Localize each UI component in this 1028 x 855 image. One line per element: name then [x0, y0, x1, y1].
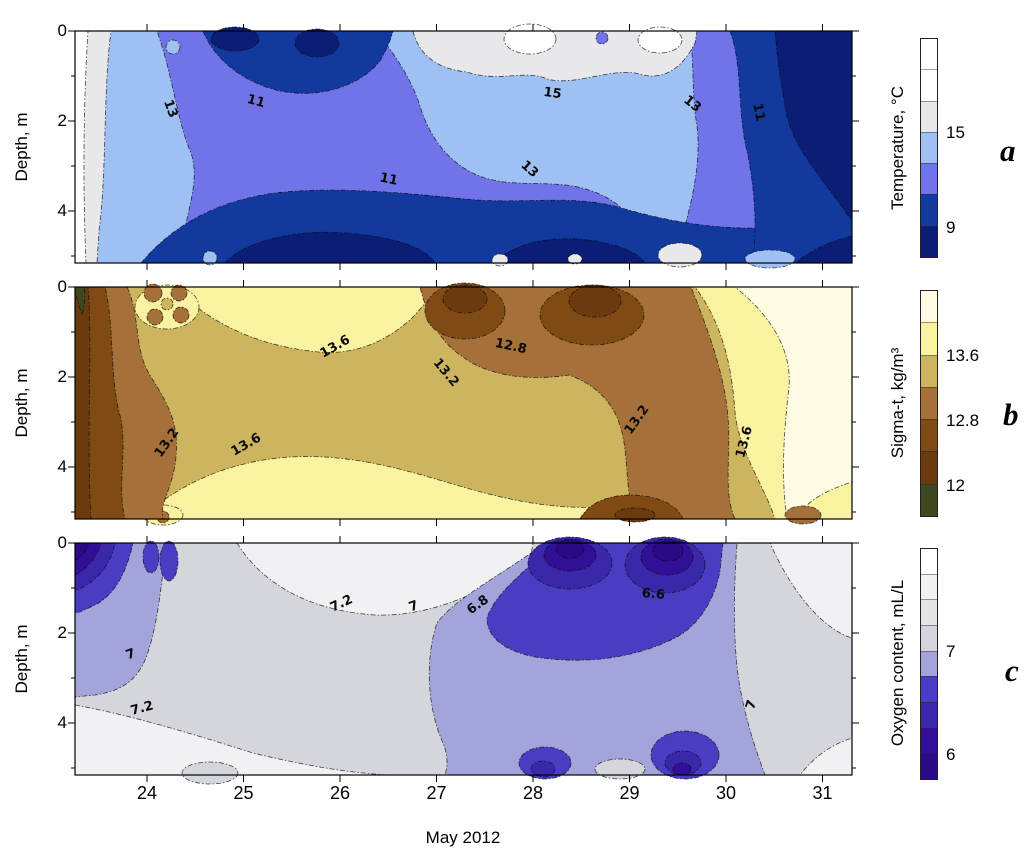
colorbar-tick-label: 7 — [946, 642, 956, 662]
contour-label: 13 — [160, 98, 180, 120]
contour-label: 15 — [542, 85, 562, 102]
y-tick-label: 4 — [57, 457, 67, 476]
x-tick-label: 25 — [233, 783, 254, 803]
x-tick-label: 30 — [715, 783, 737, 803]
y-tick-label: 2 — [57, 367, 67, 386]
colorbar-segment — [921, 573, 937, 600]
colorbar-title-oxygen: Oxygen content, mL/L — [888, 579, 907, 747]
contour-label: 7.2 — [129, 698, 155, 718]
x-tick-label: 27 — [426, 783, 447, 803]
x-tick-label: 26 — [329, 783, 351, 803]
colorbar-title-temperature: Temperature, °C — [888, 86, 907, 210]
colorbar-segment — [921, 727, 937, 754]
panel-letter-c: c — [1005, 653, 1019, 688]
colorbar-segment — [921, 100, 937, 132]
panel-b-sigmat-plot: 13.6 12.813.213.2 13.613.213.6 — [68, 280, 859, 526]
y-axis-title-c: Depth, m — [12, 624, 31, 694]
contour-label: 11 — [245, 92, 266, 111]
colorbar-segment — [921, 650, 937, 677]
contour-label: 11 — [749, 102, 767, 123]
colorbar-tick-label: 6 — [946, 745, 956, 765]
y-tick-label: 2 — [57, 623, 67, 642]
colorbar-b — [920, 290, 938, 517]
colorbar-segment — [921, 291, 937, 323]
colorbar-tick-label: 15 — [946, 123, 965, 143]
panel-a-frame — [74, 30, 853, 264]
x-tick-label: 31 — [812, 783, 833, 803]
panel-c-oxygen-plot: 7.2 7 6.8 6.677.2 7 — [68, 536, 859, 785]
colorbar-segment — [921, 322, 937, 355]
colorbar-segment — [921, 163, 937, 195]
colorbar-segment — [921, 676, 937, 703]
panel-a-ticks — [68, 24, 859, 270]
colorbar-segment — [921, 131, 937, 164]
y-tick-label: 2 — [57, 111, 67, 130]
panel-b-frame — [74, 286, 853, 520]
colorbar-tick-label: 9 — [946, 217, 956, 237]
colorbar-tick-label: 13.6 — [946, 345, 980, 365]
colorbar-segment — [921, 549, 937, 574]
colorbar-tick-label: 12.8 — [946, 410, 980, 430]
colorbar-segment — [921, 354, 937, 387]
colorbar-segment — [921, 225, 937, 257]
y-tick-label: 4 — [57, 201, 67, 220]
colorbar-title-sigmat: Sigma-t, kg/m³ — [888, 347, 907, 459]
y-axis-title-b: Depth, m — [12, 368, 31, 438]
x-tick-label: 29 — [619, 783, 640, 803]
x-tick-label: 28 — [522, 783, 544, 803]
y-tick-label: 0 — [57, 533, 67, 552]
colorbar-segment — [921, 702, 937, 728]
y-axis-title-a: Depth, m — [12, 112, 31, 182]
colorbar-segment — [921, 39, 937, 70]
contour-label: 7 — [743, 698, 760, 711]
contour-label: 12.8 — [493, 336, 527, 357]
colorbar-segment — [921, 753, 937, 780]
y-tick-label: 0 — [57, 277, 67, 296]
x-axis-title: May 2012 — [425, 828, 501, 847]
colorbar-segment — [921, 483, 937, 516]
colorbar-segment — [921, 451, 937, 484]
colorbar-segment — [921, 419, 937, 452]
contour-label: 6.6 — [641, 586, 665, 603]
colorbar-segment — [921, 386, 937, 420]
colorbar-tick-label: 12 — [946, 475, 965, 495]
panel-letter-a: a — [1000, 133, 1016, 168]
colorbar-segment — [921, 69, 937, 101]
colorbar-segment — [921, 625, 937, 651]
contour-label: 11 — [378, 170, 399, 188]
colorbar-segment — [921, 194, 937, 226]
colorbar-segment — [921, 599, 937, 626]
panel-c-ticks — [68, 536, 859, 782]
colorbar-c — [920, 548, 938, 780]
colorbar-a — [920, 38, 938, 258]
y-tick-label: 4 — [57, 713, 67, 732]
y-tick-label: 0 — [57, 21, 67, 40]
panel-letter-b: b — [1003, 397, 1019, 432]
panel-b-ticks — [68, 280, 859, 526]
panel-c-frame — [74, 542, 853, 776]
x-tick-label: 24 — [136, 783, 158, 803]
